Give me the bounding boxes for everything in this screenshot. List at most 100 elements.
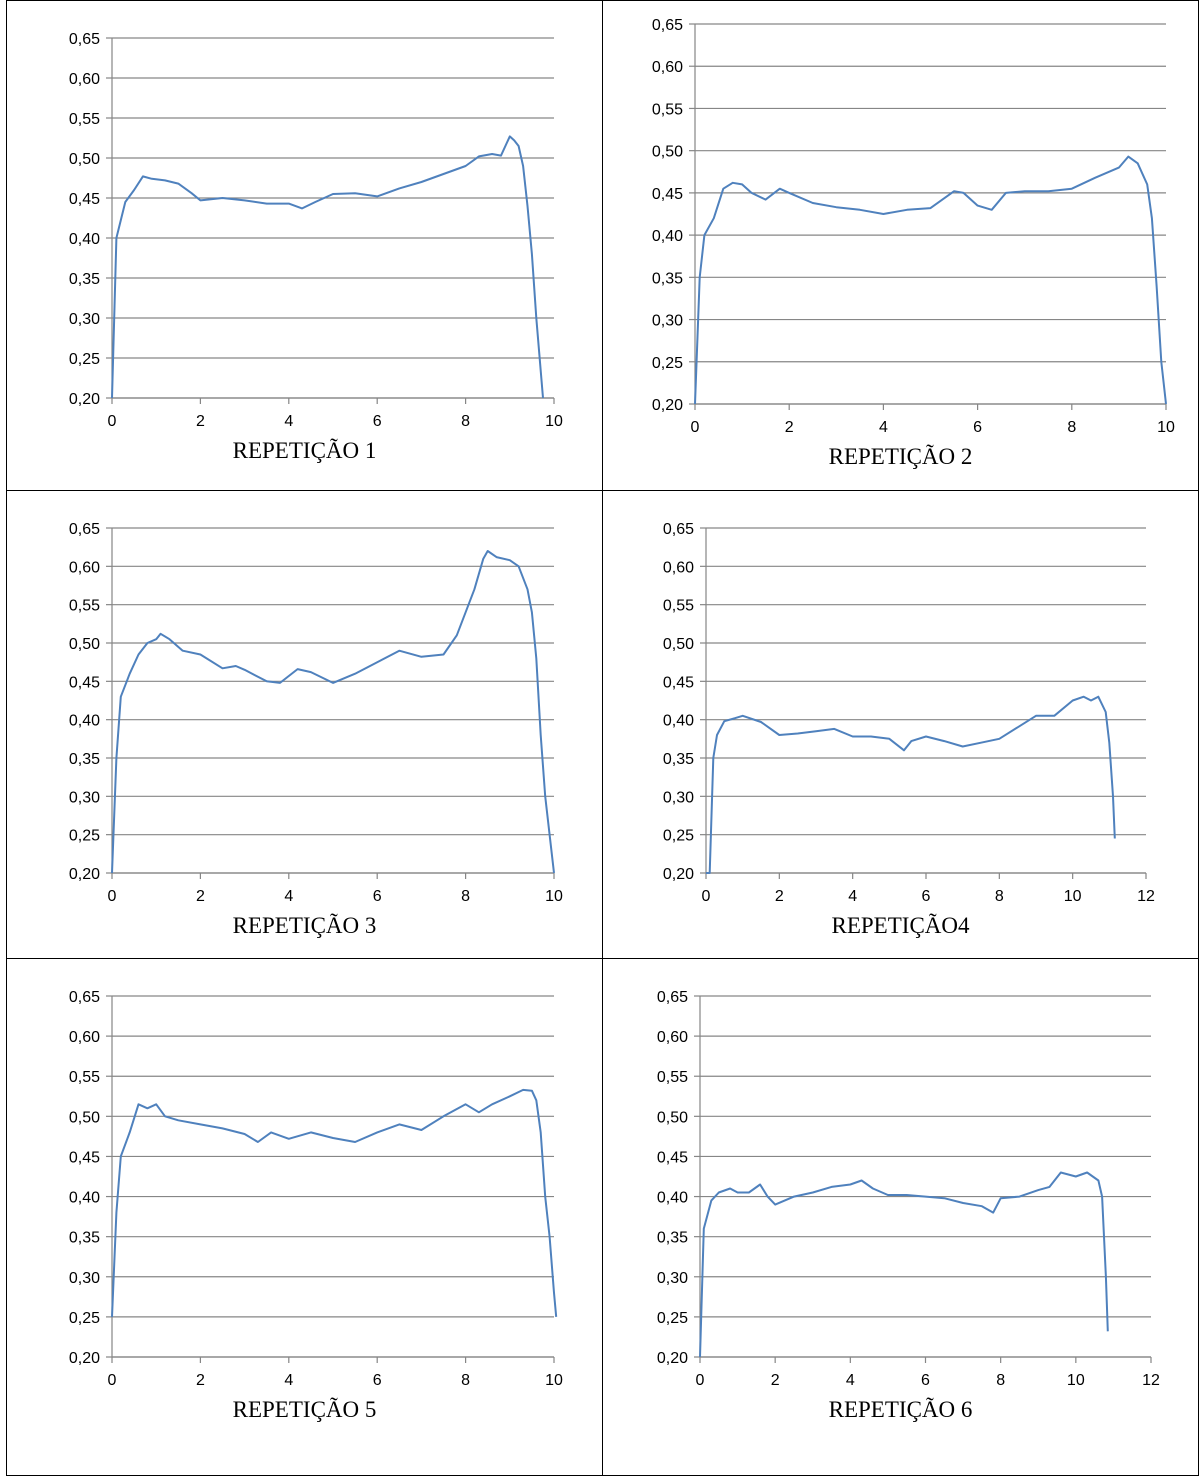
y-tick-label: 0,50 <box>663 636 694 653</box>
y-tick-label: 0,55 <box>69 1069 100 1086</box>
y-tick-label: 0,65 <box>69 521 100 538</box>
x-tick-label: 6 <box>373 888 382 905</box>
y-tick-label: 0,50 <box>69 636 100 653</box>
y-tick-label: 0,30 <box>69 789 100 806</box>
y-tick-label: 0,30 <box>69 311 100 328</box>
line-chart: 0,20 0,25 0,30 0,35 0,40 0,45 0,50 0,55 0,60 0,65… <box>69 989 563 1389</box>
x-tick-label: 10 <box>1064 888 1082 905</box>
x-tick-label: 10 <box>1067 1372 1085 1389</box>
y-tick-label: 0,45 <box>657 1149 688 1166</box>
y-tick-label: 0,60 <box>69 1029 100 1046</box>
y-tick-label: 0,30 <box>657 1270 688 1287</box>
chart-caption: REPETIÇÃO 3 <box>232 913 377 938</box>
y-tick-label: 0,20 <box>69 866 100 883</box>
x-tick-label: 10 <box>1157 419 1175 436</box>
x-tick-label: 8 <box>461 1372 470 1389</box>
y-tick-label: 0,55 <box>69 598 100 615</box>
y-tick-label: 0,45 <box>652 186 683 203</box>
x-tick-label: 6 <box>373 413 382 430</box>
y-tick-label: 0,55 <box>652 101 683 118</box>
y-tick-label: 0,35 <box>657 1230 688 1247</box>
x-tick-label: 6 <box>973 419 982 436</box>
x-tick-label: 6 <box>373 1372 382 1389</box>
line-chart: 0,20 0,25 0,30 0,35 0,40 0,45 0,50 0,55 0,60 0,65… <box>69 521 563 905</box>
y-tick-label: 0,20 <box>652 397 683 414</box>
y-tick-label: 0,60 <box>69 71 100 88</box>
chart-caption: REPETIÇÃO 1 <box>232 438 377 463</box>
y-tick-label: 0,65 <box>652 17 683 34</box>
y-tick-label: 0,55 <box>657 1069 688 1086</box>
y-tick-label: 0,50 <box>652 144 683 161</box>
series-line <box>111 1088 558 1317</box>
chart-caption: REPETIÇÃO4 <box>831 913 970 938</box>
y-tick-label: 0,45 <box>69 1149 100 1166</box>
chart-panel-2: 0,20 0,25 0,30 0,35 0,40 0,45 0,50 0,55 0,60 0,65… <box>603 1 1198 490</box>
x-tick-label: 12 <box>1142 1372 1160 1389</box>
y-tick-label: 0,65 <box>69 989 100 1006</box>
y-tick-label: 0,40 <box>69 231 100 248</box>
x-tick-label: 2 <box>771 1372 780 1389</box>
x-tick-label: 0 <box>696 1372 705 1389</box>
series-line <box>699 1171 1109 1358</box>
x-tick-label: 4 <box>284 1372 293 1389</box>
charts-grid: 0,20 0,25 0,30 0,35 0,40 0,45 0,50 0,55 0,60 0,65… <box>6 0 1199 1476</box>
y-tick-label: 0,25 <box>69 351 100 368</box>
y-tick-label: 0,50 <box>69 151 100 168</box>
y-tick-label: 0,25 <box>69 828 100 845</box>
x-tick-label: 10 <box>545 888 563 905</box>
y-tick-label: 0,30 <box>652 313 683 330</box>
x-tick-label: 4 <box>879 419 888 436</box>
x-tick-label: 2 <box>775 888 784 905</box>
y-tick-label: 0,60 <box>657 1029 688 1046</box>
y-tick-label: 0,65 <box>69 31 100 48</box>
chart-caption: REPETIÇÃO 2 <box>828 444 973 469</box>
line-chart: 0,20 0,25 0,30 0,35 0,40 0,45 0,50 0,55 0,60 0,65… <box>657 989 1160 1389</box>
y-tick-label: 0,35 <box>69 751 100 768</box>
y-tick-label: 0,65 <box>663 521 694 538</box>
chart-caption: REPETIÇÃO 5 <box>232 1397 377 1422</box>
x-tick-label: 4 <box>846 1372 855 1389</box>
chart-panel-4: 0,20 0,25 0,30 0,35 0,40 0,45 0,50 0,55 0,60 0,65… <box>603 491 1198 958</box>
series-line <box>706 695 1116 874</box>
y-tick-label: 0,25 <box>663 828 694 845</box>
series-line <box>111 135 544 399</box>
x-tick-label: 8 <box>1067 419 1076 436</box>
chart-panel-3: 0,20 0,25 0,30 0,35 0,40 0,45 0,50 0,55 0,60 0,65… <box>7 491 602 958</box>
y-tick-label: 0,45 <box>663 674 694 691</box>
y-tick-label: 0,35 <box>69 1230 100 1247</box>
y-tick-label: 0,25 <box>652 355 683 372</box>
chart-caption: REPETIÇÃO 6 <box>828 1397 973 1422</box>
y-tick-label: 0,50 <box>69 1109 100 1126</box>
chart-panel-6: 0,20 0,25 0,30 0,35 0,40 0,45 0,50 0,55 0,60 0,65… <box>603 959 1198 1475</box>
y-tick-label: 0,40 <box>69 713 100 730</box>
x-tick-label: 0 <box>108 1372 117 1389</box>
y-tick-label: 0,45 <box>69 191 100 208</box>
y-tick-label: 0,60 <box>663 559 694 576</box>
y-tick-label: 0,60 <box>652 59 683 76</box>
y-tick-label: 0,55 <box>69 111 100 128</box>
x-tick-label: 2 <box>196 888 205 905</box>
series-line <box>111 550 555 874</box>
y-tick-label: 0,25 <box>69 1310 100 1327</box>
line-chart: 0,20 0,25 0,30 0,35 0,40 0,45 0,50 0,55 0,60 0,65… <box>652 17 1175 436</box>
x-tick-label: 4 <box>284 413 293 430</box>
y-tick-label: 0,40 <box>652 228 683 245</box>
x-tick-label: 8 <box>461 888 470 905</box>
x-tick-label: 6 <box>921 1372 930 1389</box>
x-tick-label: 2 <box>196 413 205 430</box>
y-tick-label: 0,30 <box>663 789 694 806</box>
x-tick-label: 4 <box>284 888 293 905</box>
y-tick-label: 0,30 <box>69 1270 100 1287</box>
chart-panel-5: 0,20 0,25 0,30 0,35 0,40 0,45 0,50 0,55 0,60 0,65… <box>7 959 602 1475</box>
x-tick-label: 8 <box>995 888 1004 905</box>
x-tick-label: 8 <box>461 413 470 430</box>
y-tick-label: 0,25 <box>657 1310 688 1327</box>
line-chart: 0,20 0,25 0,30 0,35 0,40 0,45 0,50 0,55 0,60 0,65… <box>69 31 563 430</box>
x-tick-label: 4 <box>848 888 857 905</box>
chart-panel-1: 0,20 0,25 0,30 0,35 0,40 0,45 0,50 0,55 0,60 0,65… <box>7 1 602 490</box>
y-tick-label: 0,65 <box>657 989 688 1006</box>
y-tick-label: 0,40 <box>663 713 694 730</box>
y-tick-label: 0,40 <box>69 1190 100 1207</box>
y-tick-label: 0,20 <box>69 391 100 408</box>
x-tick-label: 2 <box>785 419 794 436</box>
